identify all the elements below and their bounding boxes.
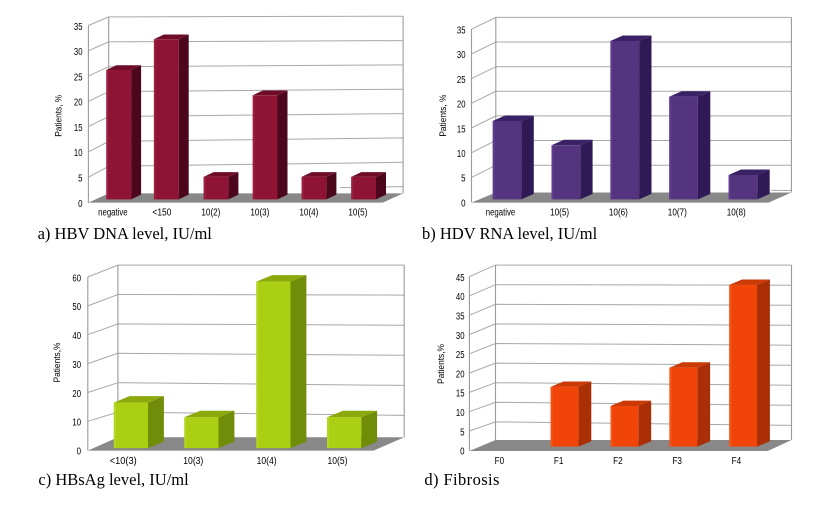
svg-text:40: 40 <box>72 331 81 342</box>
svg-text:30: 30 <box>456 331 465 342</box>
svg-text:0: 0 <box>461 198 466 209</box>
svg-text:negative: negative <box>486 208 516 219</box>
svg-text:Patients, %: Patients, % <box>438 95 448 137</box>
svg-text:0: 0 <box>460 447 465 458</box>
svg-text:35: 35 <box>74 22 83 33</box>
svg-text:<150: <150 <box>152 208 171 219</box>
svg-text:10(5): 10(5) <box>348 208 367 219</box>
svg-text:0: 0 <box>77 447 82 458</box>
svg-text:20: 20 <box>457 100 466 111</box>
svg-text:35: 35 <box>456 312 465 323</box>
svg-text:10(6): 10(6) <box>609 208 628 219</box>
svg-text:negative: negative <box>98 208 128 219</box>
svg-text:50: 50 <box>72 302 81 313</box>
svg-text:30: 30 <box>72 360 81 371</box>
svg-text:20: 20 <box>72 389 81 400</box>
svg-text:25: 25 <box>74 72 83 83</box>
svg-text:15: 15 <box>74 123 83 134</box>
svg-text:30: 30 <box>457 50 466 61</box>
svg-text:10(5): 10(5) <box>550 208 569 219</box>
svg-text:Patients, %: Patients, % <box>53 95 63 137</box>
svg-text:10(3): 10(3) <box>250 208 269 219</box>
svg-text:60: 60 <box>72 273 81 284</box>
svg-text:20: 20 <box>74 98 83 109</box>
svg-text:F2: F2 <box>613 456 623 467</box>
svg-text:Patients,%: Patients,% <box>436 344 446 384</box>
svg-text:10(5): 10(5) <box>328 456 348 467</box>
svg-text:20: 20 <box>456 369 465 380</box>
svg-text:5: 5 <box>78 174 83 185</box>
svg-text:F3: F3 <box>672 456 682 467</box>
svg-text:25: 25 <box>456 350 465 361</box>
svg-text:10(4): 10(4) <box>299 208 318 219</box>
svg-text:F0: F0 <box>495 456 505 467</box>
svg-text:30: 30 <box>74 47 83 58</box>
svg-text:10: 10 <box>457 149 466 160</box>
svg-text:45: 45 <box>456 273 465 284</box>
svg-text:15: 15 <box>457 124 466 135</box>
svg-text:10: 10 <box>74 148 83 159</box>
svg-text:10(3): 10(3) <box>183 456 203 467</box>
svg-text:<10(3): <10(3) <box>110 456 137 467</box>
svg-text:15: 15 <box>456 389 465 400</box>
svg-text:25: 25 <box>457 75 466 86</box>
svg-text:Patients,%: Patients,% <box>52 343 62 383</box>
svg-text:0: 0 <box>78 199 83 210</box>
svg-text:10(2): 10(2) <box>201 208 220 219</box>
svg-text:10(4): 10(4) <box>257 456 277 467</box>
svg-text:5: 5 <box>460 427 465 438</box>
svg-text:40: 40 <box>456 292 465 303</box>
svg-text:5: 5 <box>461 174 466 185</box>
svg-text:35: 35 <box>457 26 466 37</box>
svg-text:10: 10 <box>72 418 81 429</box>
svg-text:F1: F1 <box>554 456 564 467</box>
svg-text:F4: F4 <box>732 456 742 467</box>
svg-text:10(7): 10(7) <box>668 208 687 219</box>
svg-text:10: 10 <box>456 408 465 419</box>
svg-text:10(8): 10(8) <box>727 208 746 219</box>
